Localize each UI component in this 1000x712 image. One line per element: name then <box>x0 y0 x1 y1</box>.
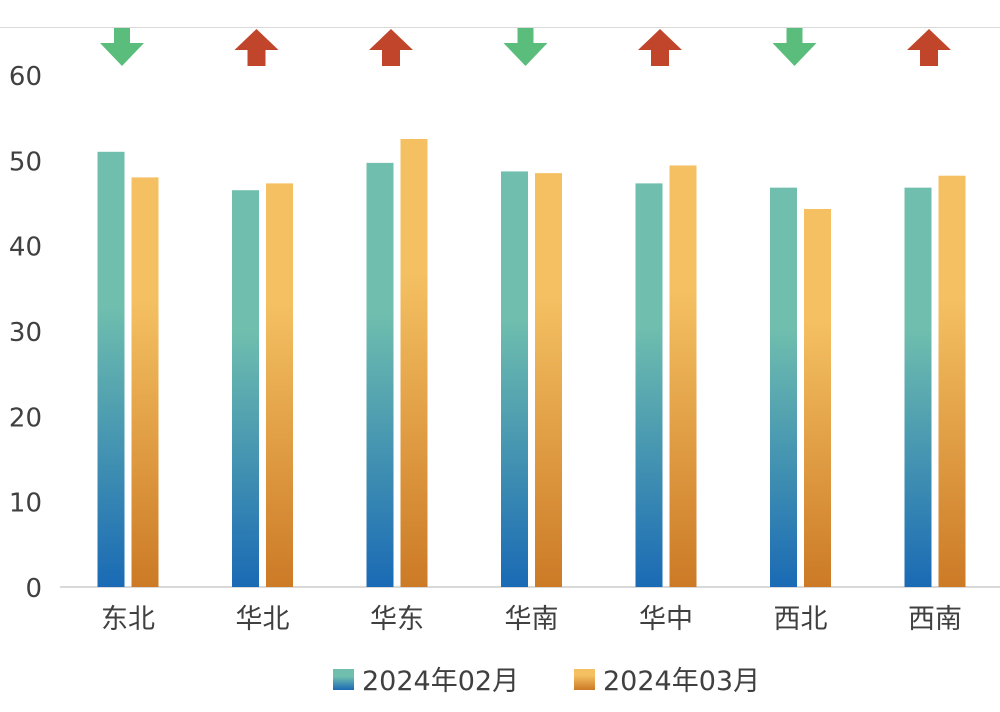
y-tick-label: 10 <box>9 489 42 519</box>
x-category-label: 华中 <box>639 604 693 635</box>
y-tick-label: 30 <box>9 318 42 348</box>
bar-series-2 <box>266 183 293 587</box>
legend-label-series-2: 2024年03月 <box>603 666 760 697</box>
x-category-label: 华北 <box>236 604 290 635</box>
bar-series-1 <box>366 162 394 588</box>
legend-label-series-1: 2024年02月 <box>362 666 519 697</box>
arrow-down-icon <box>100 28 144 66</box>
legend-swatch-series-2 <box>574 669 595 690</box>
bar-series-1 <box>501 171 528 587</box>
y-axis-ticks: 0 10 20 30 40 50 60 <box>9 62 42 604</box>
bar-series-1 <box>635 183 663 587</box>
y-tick-label: 40 <box>9 233 42 263</box>
arrow-up-icon <box>234 29 279 66</box>
x-category-label: 西南 <box>908 604 962 635</box>
arrow-up-icon <box>907 29 951 66</box>
arrow-up-icon <box>638 29 682 66</box>
trend-arrows <box>100 28 951 66</box>
x-category-label: 西北 <box>774 604 828 635</box>
x-category-label: 东北 <box>101 604 155 635</box>
legend: 2024年02月 2024年03月 <box>333 666 760 697</box>
legend-swatch-series-1 <box>333 669 354 690</box>
x-category-label: 华东 <box>370 604 424 635</box>
bar-series-1 <box>97 151 125 588</box>
bar-series-2 <box>400 139 428 587</box>
y-tick-label: 60 <box>9 62 42 92</box>
bar-series-2 <box>131 177 159 587</box>
bars-group <box>97 139 966 588</box>
x-category-label: 华南 <box>505 604 559 635</box>
bar-series-1 <box>904 187 932 587</box>
bar-series-1 <box>770 187 797 587</box>
y-tick-label: 20 <box>9 403 42 433</box>
y-tick-label: 0 <box>25 574 42 604</box>
bar-series-2 <box>804 208 831 587</box>
arrow-down-icon <box>503 28 548 66</box>
y-tick-label: 50 <box>9 147 42 177</box>
bar-series-1 <box>232 190 259 587</box>
bar-series-2 <box>669 165 697 587</box>
x-axis-categories: 东北 华北 华东 华南 华中 西北 西南 <box>101 604 962 635</box>
chart-frame-border <box>0 27 1000 28</box>
bar-series-2 <box>938 175 966 587</box>
bar-series-2 <box>535 173 562 587</box>
arrow-down-icon <box>772 28 817 66</box>
arrow-up-icon <box>369 29 413 66</box>
